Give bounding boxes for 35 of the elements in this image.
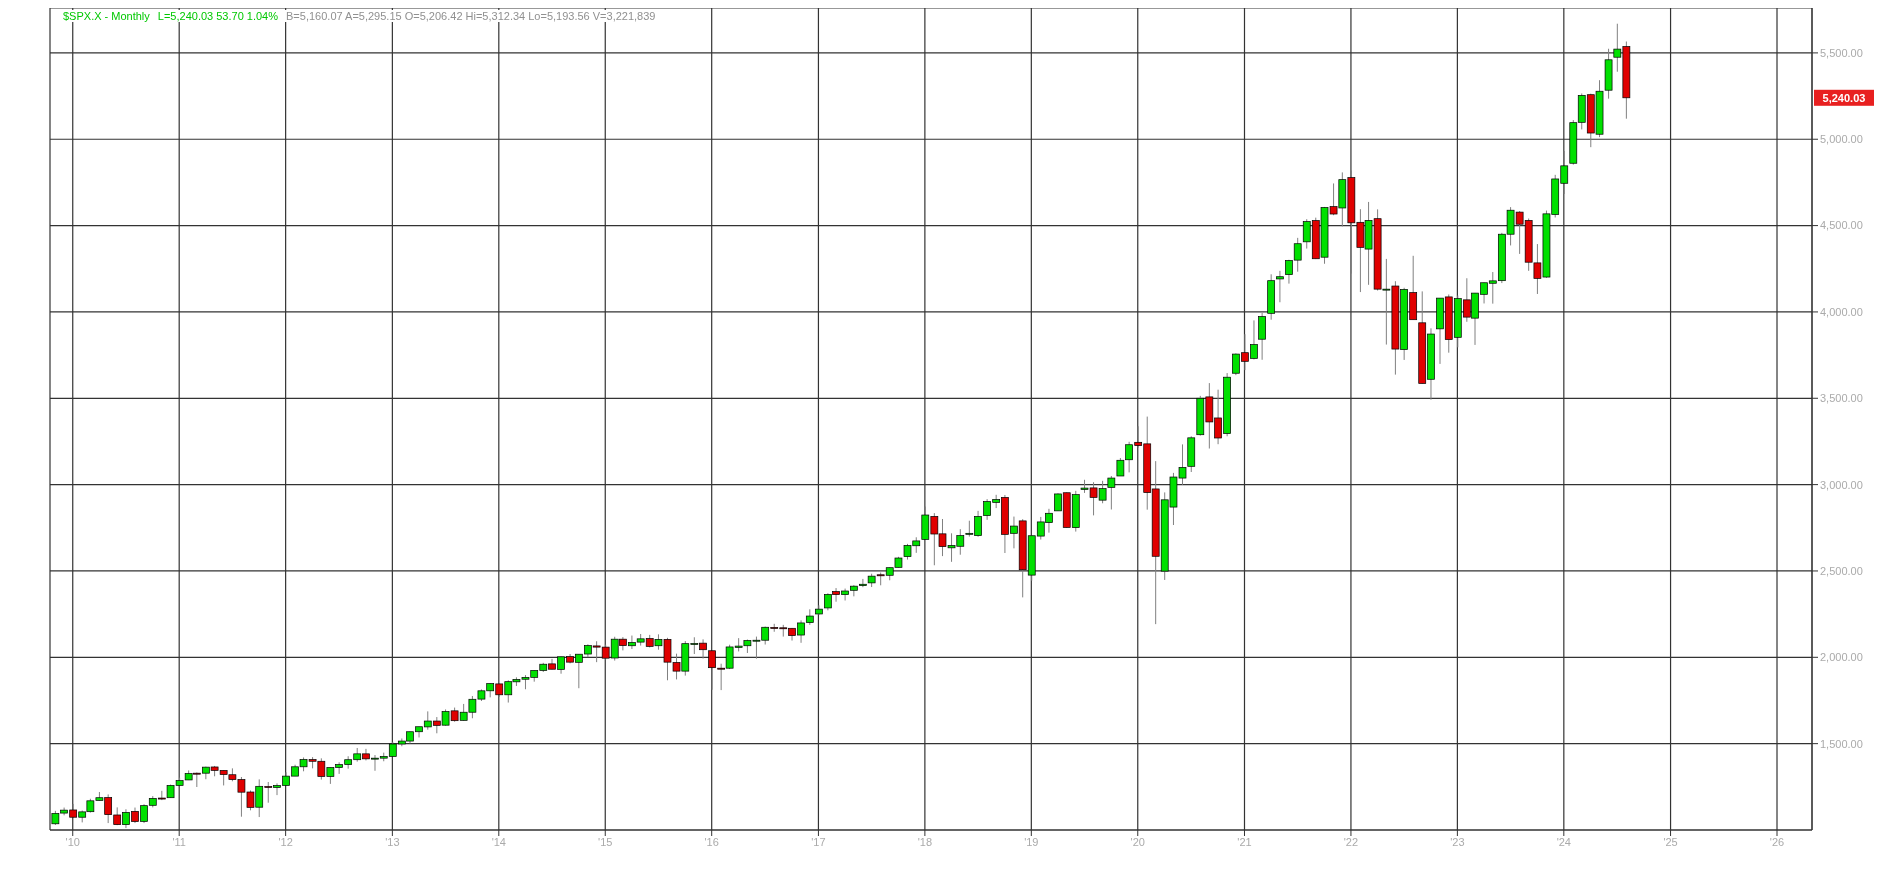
x-tick-label: '19 [1024, 835, 1039, 848]
y-tick-label: 5,500.00 [1820, 46, 1863, 59]
x-tick-label: '14 [491, 835, 506, 848]
y-tick-label: 1,500.00 [1820, 737, 1863, 750]
x-tick-label: '18 [917, 835, 933, 848]
text: 5,240.03 [1822, 91, 1866, 104]
y-tick-label: 5,000.00 [1820, 133, 1863, 146]
y-tick-label: 2,500.00 [1820, 564, 1863, 577]
x-tick-label: '22 [1343, 835, 1359, 848]
y-tick-label: 3,500.00 [1820, 392, 1863, 405]
annotation: B=5,160.07 A=5,295.15 O=5,206.42 Hi=5,312.34 Lo=5,193.56 V=3,221,839 [286, 10, 656, 22]
x-tick-label: '12 [278, 835, 293, 848]
x-tick-label: '10 [65, 835, 80, 848]
x-tick-label: '21 [1237, 835, 1252, 848]
candlestick [859, 578, 867, 588]
chart-title: $SPX.X - Monthly [63, 10, 150, 22]
annotation: L=5,240.03 53.70 1.04% [157, 10, 279, 22]
y-tick-label: 4,000.00 [1820, 305, 1863, 318]
x-tick-label: '23 [1450, 835, 1465, 848]
candlestick [1276, 270, 1284, 303]
x-tick-label: '26 [1769, 835, 1785, 848]
y-tick-label: 4,500.00 [1820, 219, 1863, 232]
x-tick-label: '11 [172, 835, 186, 848]
y-tick-label: 3,000.00 [1820, 478, 1863, 491]
x-tick-label: '20 [1130, 835, 1145, 848]
x-tick-label: '24 [1556, 835, 1571, 848]
candlestick [1107, 475, 1116, 510]
x-tick-label: '16 [704, 835, 719, 848]
x-tick-label: '25 [1663, 835, 1678, 848]
x-tick-label: '15 [598, 835, 613, 848]
x-tick-label: '13 [385, 835, 400, 848]
x-tick-label: '17 [811, 835, 826, 848]
y-tick-label: 2,000.00 [1820, 651, 1863, 664]
candlestick [1258, 312, 1266, 361]
candlestick [708, 650, 716, 691]
